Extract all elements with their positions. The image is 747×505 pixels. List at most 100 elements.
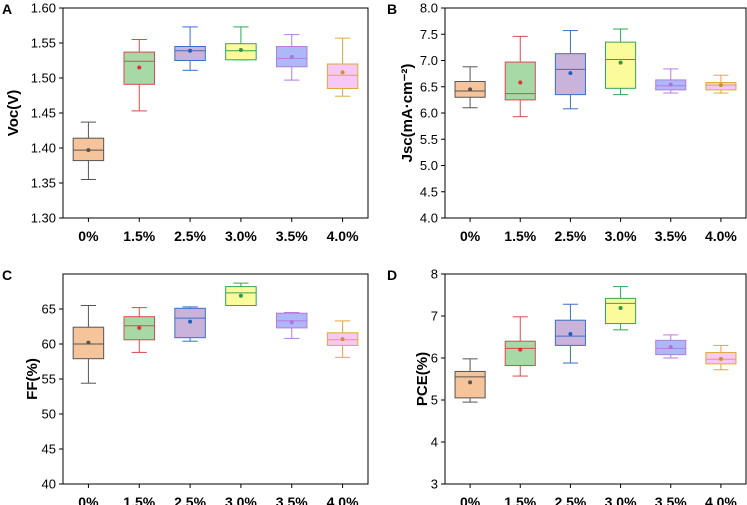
mean-point (568, 71, 573, 76)
box-3-5pct (276, 34, 308, 81)
plot-frame (62, 273, 369, 485)
x-tick-label: 3.0% (225, 228, 257, 244)
y-tick-label: 6.5 (420, 79, 438, 94)
panel-letter: A (2, 1, 12, 17)
panel-c: C 40 45 50 55 60 65 FF(%) 0% 1.5% 2.5% 3.0% 3.5% 4.0% (2, 267, 369, 505)
x-tick-label: 3.0% (605, 228, 637, 244)
y-tick-label: 7.5 (420, 27, 438, 42)
mean-point (468, 380, 473, 385)
box-1-5pct (504, 35, 536, 118)
y-tick-label: 1.50 (31, 71, 56, 86)
box-3-5pct (655, 68, 687, 94)
box-3-5pct (276, 312, 308, 339)
box-3-0pct (605, 286, 637, 331)
panel-d: D 3 4 5 6 7 8 PCE(%) 0% 1.5% 2.5% 3.0% 3.5% 4.0% (387, 267, 747, 505)
y-tick-label: 50 (42, 407, 56, 422)
y-axis-label: Voc(V) (5, 90, 22, 136)
y-tick-label: 7.0 (420, 53, 438, 68)
y-tick-label: 5 (431, 393, 438, 408)
mean-point (568, 332, 573, 337)
box-3-5pct (655, 334, 687, 359)
mean-point (289, 55, 294, 59)
y-tick-label: 4.0 (420, 211, 438, 226)
panel-letter: B (387, 1, 397, 17)
mean-point (289, 320, 294, 325)
box-2-5pct (174, 26, 206, 71)
y-axis-label: PCE(%) (414, 352, 431, 406)
mean-point (618, 60, 623, 65)
panel-a: A 1.30 1.35 1.40 1.45 1.50 1.55 1.60 Voc(V) 0% 1.5… (2, 1, 369, 244)
box-iqr (174, 46, 206, 61)
y-tick-label: 60 (42, 337, 56, 352)
y-tick-label: 55 (42, 372, 56, 387)
mean-point (668, 82, 673, 87)
mean-point (340, 70, 345, 75)
x-tick-label: 2.5% (554, 228, 586, 244)
box-3-0pct (605, 28, 637, 96)
box-iqr (605, 41, 637, 89)
box-1-5pct (504, 316, 536, 377)
x-tick-label: 1.5% (123, 228, 155, 244)
mean-point (137, 325, 142, 330)
x-tick-label: 1.5% (123, 494, 155, 505)
mean-point (518, 347, 523, 352)
mean-point (518, 80, 523, 85)
plot-frame (444, 273, 747, 485)
mean-point (618, 306, 623, 311)
x-tick-label: 1.5% (504, 494, 536, 505)
x-tick-label: 2.5% (174, 494, 206, 505)
box-0pct (72, 121, 105, 180)
mean-point (137, 65, 142, 70)
x-tick-label: 0% (460, 494, 481, 505)
y-tick-label: 5.5 (420, 132, 438, 147)
panel-letter: C (2, 267, 12, 283)
x-tick-label: 4.0% (705, 494, 737, 505)
x-tick-label: 3.5% (655, 494, 687, 505)
x-tick-label: 0% (78, 228, 99, 244)
y-tick-label: 1.30 (31, 211, 56, 226)
box-iqr (504, 340, 536, 367)
mean-point (238, 48, 243, 52)
mean-point (340, 337, 345, 342)
box-4-0pct (326, 320, 359, 358)
x-tick-label: 3.5% (276, 494, 308, 505)
mean-point (86, 148, 91, 153)
box-4-0pct (705, 74, 737, 94)
box-1-5pct (123, 39, 155, 112)
y-tick-label: 5.0 (420, 158, 438, 173)
y-tick-label: 1.55 (31, 36, 56, 51)
box-iqr (326, 63, 359, 89)
panel-letter: D (387, 267, 397, 283)
x-tick-label: 4.0% (327, 494, 359, 505)
y-tick-label: 65 (42, 302, 56, 317)
plot-frame (62, 7, 369, 219)
mean-point (468, 87, 473, 92)
box-0pct (454, 66, 486, 109)
box-iqr (454, 370, 486, 399)
x-tick-label: 2.5% (554, 494, 586, 505)
y-tick-label: 7 (431, 309, 438, 324)
box-2-5pct (554, 303, 586, 364)
mean-point (718, 356, 723, 361)
x-tick-label: 4.0% (327, 228, 359, 244)
x-tick-label: 3.5% (276, 228, 308, 244)
y-tick-label: 1.60 (31, 1, 56, 16)
x-tick-label: 3.0% (605, 494, 637, 505)
x-tick-label: 3.0% (225, 494, 257, 505)
box-0pct (72, 305, 105, 384)
box-2-5pct (554, 30, 586, 110)
panel-b: B 4.0 4.5 5.0 5.5 6.0 6.5 7.0 7.5 8.0 Jsc(mA·cm⁻²)… (387, 1, 747, 244)
mean-point (668, 345, 673, 350)
box-3-0pct (225, 282, 257, 307)
box-4-0pct (326, 37, 359, 97)
y-tick-label: 4 (431, 435, 438, 450)
x-tick-label: 0% (78, 494, 99, 505)
y-tick-label: 45 (42, 442, 56, 457)
box-iqr (174, 307, 206, 339)
y-tick-label: 6 (431, 351, 438, 366)
box-1-5pct (123, 307, 155, 353)
box-3-0pct (225, 26, 257, 61)
y-tick-label: 1.45 (31, 106, 56, 121)
x-tick-label: 2.5% (174, 228, 206, 244)
